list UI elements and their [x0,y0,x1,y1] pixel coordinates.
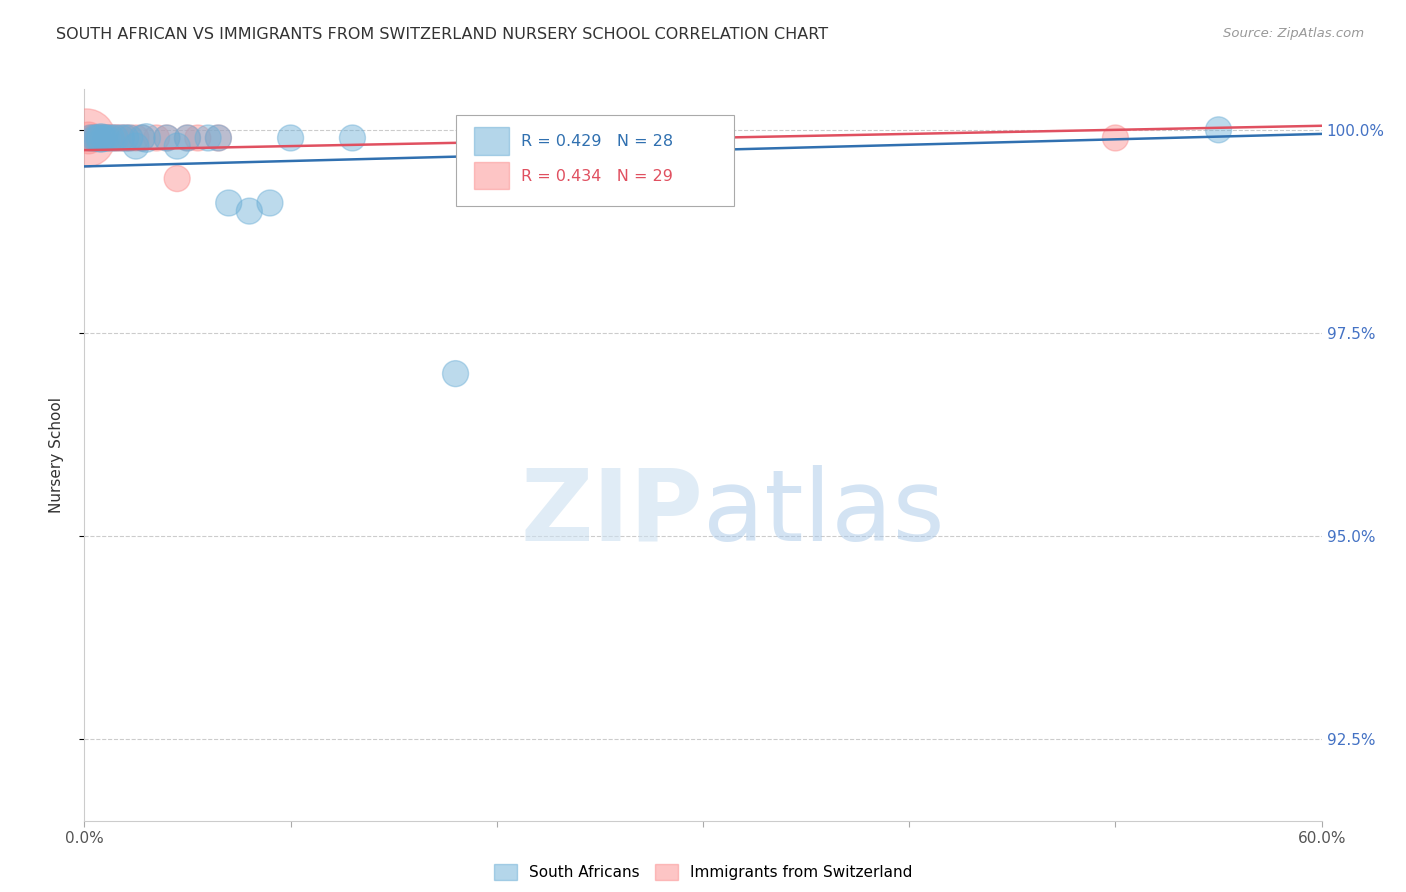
Point [166,139,188,153]
Legend: South Africans, Immigrants from Switzerland: South Africans, Immigrants from Switzerl… [488,858,918,886]
Point [187,131,209,145]
Point [156,131,179,145]
Point [79,131,101,145]
Point [156,131,179,145]
Point [114,131,136,145]
Point [342,131,364,145]
Point [104,131,127,145]
Point [207,131,229,145]
Point [118,131,141,145]
Point [83,131,105,145]
Point [110,131,132,145]
Point [94,131,117,145]
FancyBboxPatch shape [474,128,509,155]
Point [131,131,153,145]
Point [125,139,148,153]
Text: SOUTH AFRICAN VS IMMIGRANTS FROM SWITZERLAND NURSERY SCHOOL CORRELATION CHART: SOUTH AFRICAN VS IMMIGRANTS FROM SWITZER… [56,27,828,42]
Point [100,131,122,145]
Point [77,131,100,145]
Point [444,367,467,381]
Point [238,204,260,219]
Point [207,131,229,145]
Point [104,131,127,145]
Point [110,131,132,145]
Text: Source: ZipAtlas.com: Source: ZipAtlas.com [1223,27,1364,40]
Text: R = 0.429   N = 28: R = 0.429 N = 28 [522,135,673,149]
Point [135,131,157,145]
Point [82,131,104,145]
Text: atlas: atlas [703,465,945,562]
Point [83,131,105,145]
Text: R = 0.434   N = 29: R = 0.434 N = 29 [522,169,673,184]
Point [176,131,198,145]
FancyBboxPatch shape [474,161,509,189]
Y-axis label: Nursery School: Nursery School [49,397,63,513]
Point [94,131,117,145]
Point [131,131,153,145]
Point [91,131,114,145]
Point [118,131,141,145]
FancyBboxPatch shape [456,115,734,206]
Point [98,131,121,145]
Point [1208,123,1230,137]
Point [96,131,118,145]
Point [91,131,114,145]
Point [114,131,136,145]
Point [87,131,110,145]
Point [145,131,167,145]
Point [176,131,198,145]
Point [280,131,302,145]
Point [100,131,122,145]
Point [90,131,112,145]
Point [75,131,97,145]
Point [125,131,148,145]
Point [79,131,101,145]
Point [83,131,105,145]
Point [218,196,240,211]
Point [96,131,118,145]
Point [166,171,188,186]
Point [86,131,108,145]
Point [105,131,128,145]
Point [86,131,108,145]
Point [90,131,112,145]
Point [91,131,114,145]
Point [259,196,281,211]
Text: ZIP: ZIP [520,465,703,562]
Point [197,131,219,145]
Point [87,131,110,145]
Point [1104,131,1126,145]
